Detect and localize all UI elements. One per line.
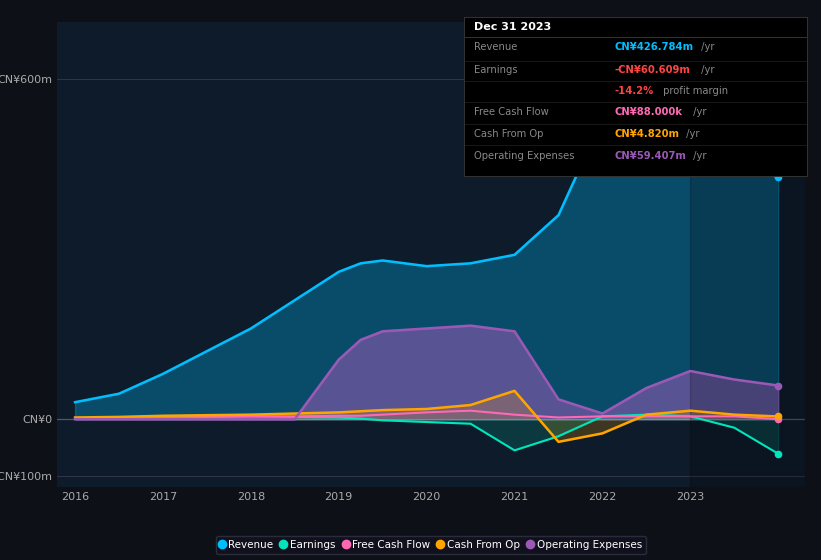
Legend: Revenue, Earnings, Free Cash Flow, Cash From Op, Operating Expenses: Revenue, Earnings, Free Cash Flow, Cash … bbox=[216, 536, 646, 554]
Text: Free Cash Flow: Free Cash Flow bbox=[475, 107, 549, 117]
Text: -CN¥60.609m: -CN¥60.609m bbox=[615, 66, 690, 76]
Text: /yr: /yr bbox=[698, 66, 714, 76]
Text: CN¥59.407m: CN¥59.407m bbox=[615, 151, 686, 161]
Text: profit margin: profit margin bbox=[660, 86, 728, 96]
Text: Operating Expenses: Operating Expenses bbox=[475, 151, 575, 161]
Text: Cash From Op: Cash From Op bbox=[475, 129, 544, 138]
Text: CN¥4.820m: CN¥4.820m bbox=[615, 129, 680, 138]
Text: Earnings: Earnings bbox=[475, 66, 518, 76]
Text: Dec 31 2023: Dec 31 2023 bbox=[475, 22, 552, 32]
Text: CN¥426.784m: CN¥426.784m bbox=[615, 41, 694, 52]
Text: CN¥88.000k: CN¥88.000k bbox=[615, 107, 683, 117]
Text: /yr: /yr bbox=[683, 129, 699, 138]
Bar bbox=[690, 22, 805, 487]
Text: -14.2%: -14.2% bbox=[615, 86, 654, 96]
Text: Revenue: Revenue bbox=[475, 41, 517, 52]
Text: /yr: /yr bbox=[698, 41, 714, 52]
Text: /yr: /yr bbox=[690, 151, 707, 161]
Text: /yr: /yr bbox=[690, 107, 707, 117]
